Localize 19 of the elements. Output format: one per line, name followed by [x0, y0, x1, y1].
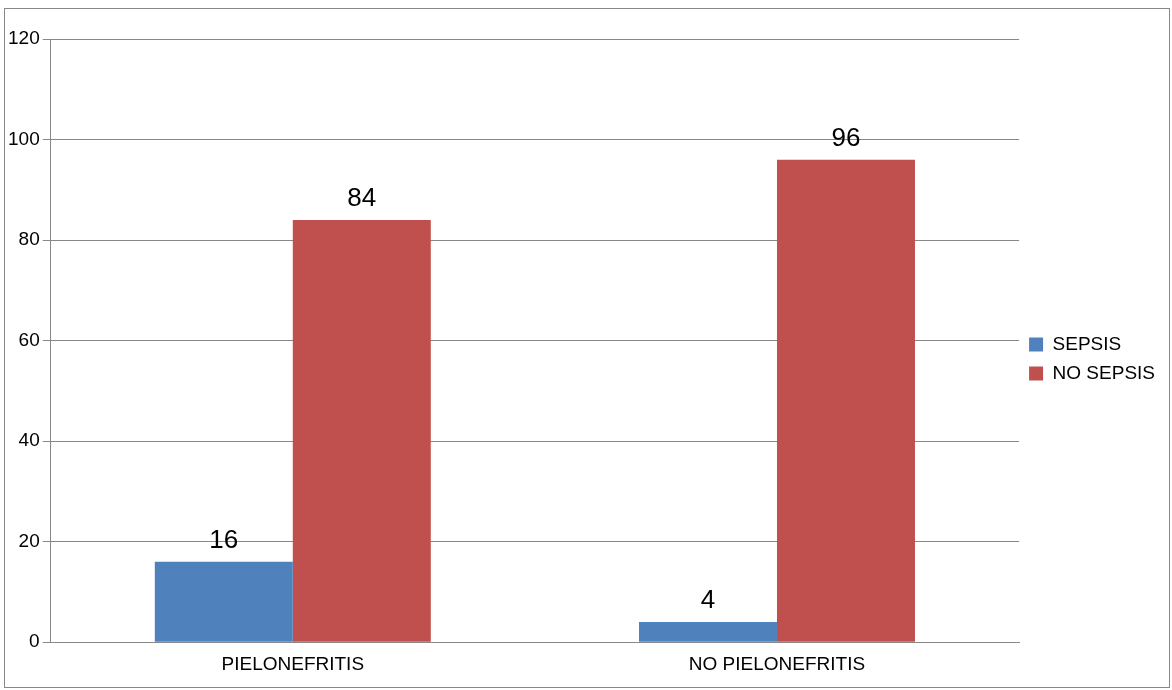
y-tick-label: 80	[18, 228, 40, 250]
y-tick-label: 120	[8, 27, 40, 49]
y-tick-label: 100	[8, 127, 40, 149]
bar	[292, 219, 431, 642]
data-label: 4	[700, 584, 716, 615]
data-label: 84	[347, 182, 377, 213]
y-tick-label: 60	[18, 328, 40, 350]
legend-label: NO SEPSIS	[1052, 361, 1155, 383]
x-tick-label: PIELONEFRITIS	[221, 652, 365, 674]
bar	[776, 159, 915, 642]
bar	[638, 622, 777, 642]
y-tick-label: 20	[18, 529, 40, 551]
legend-label: SEPSIS	[1052, 332, 1122, 354]
x-tick-label: NO PIELONEFRITIS	[688, 652, 866, 674]
data-label: 16	[209, 523, 239, 554]
data-label: 96	[831, 121, 861, 152]
y-tick-label: 40	[18, 429, 40, 451]
y-tick-label: 0	[29, 630, 40, 652]
bar	[154, 561, 293, 642]
